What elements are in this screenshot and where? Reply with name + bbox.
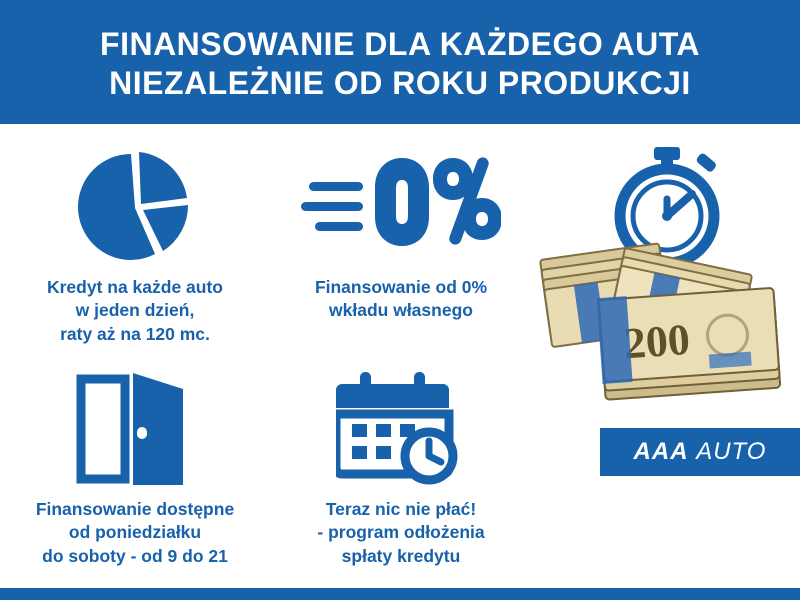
header-title-line-2: NIEZALEŻNIE OD ROKU PRODUKCJI xyxy=(109,65,691,101)
feature-item-opening-hours: Finansowanie dostępne od poniedziałku do… xyxy=(2,364,268,568)
pie-chart-icon xyxy=(73,142,197,272)
logo-text-bold: AAA xyxy=(633,438,689,465)
features-grid: Kredyt na każde auto w jeden dzień, raty… xyxy=(0,124,800,600)
money-and-logo-block: 200 AAA AUTO xyxy=(520,240,800,476)
header-banner: FINANSOWANIE DLA KAŻDEGO AUTA NIEZALEŻNI… xyxy=(0,0,800,124)
calendar-clock-icon xyxy=(336,364,466,494)
bottom-accent-bar xyxy=(0,588,800,600)
zero-percent-icon xyxy=(301,142,501,272)
banknote-stacks-icon: 200 xyxy=(530,240,800,420)
feature-caption: Kredyt na każde auto w jeden dzień, raty… xyxy=(46,277,224,344)
feature-item-zero-percent: Finansowanie od 0% wkładu własnego xyxy=(268,142,534,323)
aaa-auto-logo: AAA AUTO xyxy=(600,428,800,476)
feature-caption: Finansowanie od 0% wkładu własnego xyxy=(314,277,488,321)
banknote-value: 200 xyxy=(622,315,691,368)
feature-caption: Finansowanie dostępne od poniedziałku do… xyxy=(35,499,235,566)
header-title-line-1: FINANSOWANIE DLA KAŻDEGO AUTA xyxy=(100,25,700,62)
logo-text-thin: AUTO xyxy=(696,438,767,465)
feature-caption: Teraz nic nie płać! - program odłożenia … xyxy=(317,499,485,566)
feature-item-credit: Kredyt na każde auto w jeden dzień, raty… xyxy=(2,142,268,346)
feature-item-deferred-payment: Teraz nic nie płać! - program odłożenia … xyxy=(268,364,534,568)
open-door-icon xyxy=(75,364,195,494)
